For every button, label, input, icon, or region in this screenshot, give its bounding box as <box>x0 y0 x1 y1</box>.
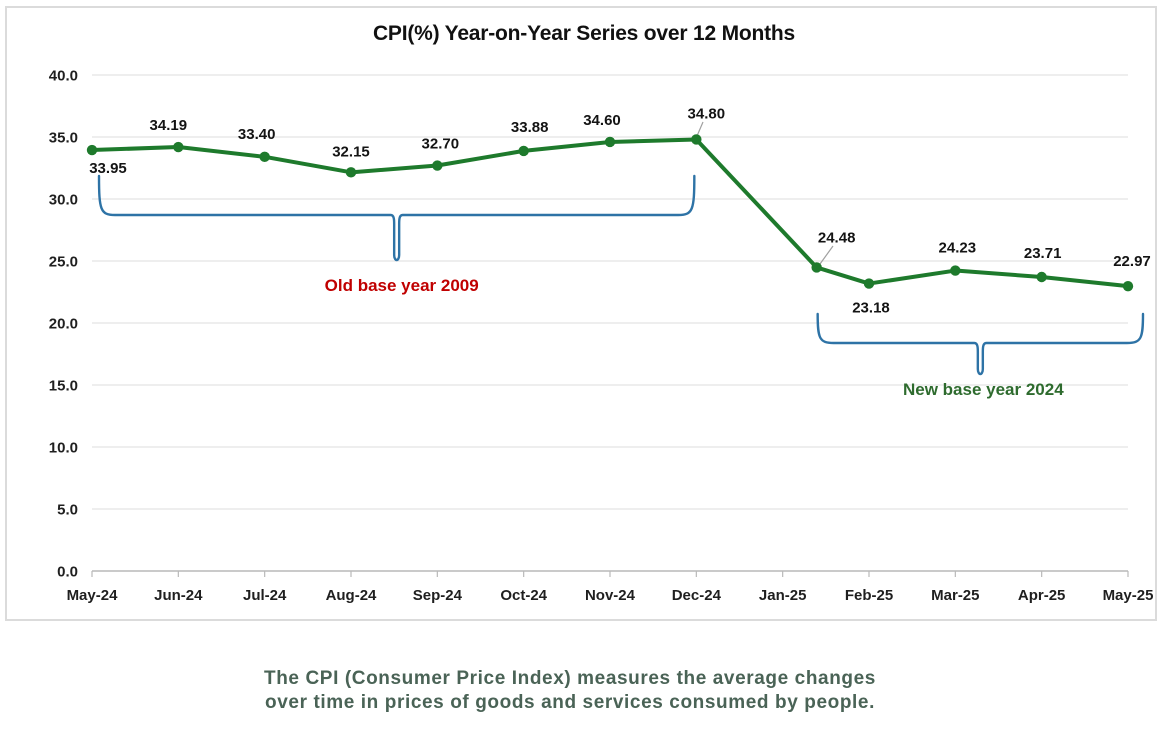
y-tick-label: 5.0 <box>57 502 78 519</box>
data-point-marker <box>811 262 822 273</box>
x-tick-label: May-25 <box>1103 587 1154 604</box>
data-point-marker <box>86 144 98 156</box>
data-point-label: 33.88 <box>511 119 549 136</box>
y-tick-label: 40.0 <box>49 68 78 85</box>
data-point-label: 32.70 <box>422 136 460 153</box>
chart-panel <box>5 6 1157 621</box>
data-point-marker <box>950 265 961 276</box>
data-point-marker <box>259 151 270 163</box>
y-tick-label: 20.0 <box>49 316 78 333</box>
x-tick-label: Apr-25 <box>1018 587 1066 604</box>
caption-line-1: The CPI (Consumer Price Index) measures … <box>264 668 876 689</box>
y-tick-label: 0.0 <box>57 564 78 581</box>
chart-caption: The CPI (Consumer Price Index) measures … <box>0 667 1140 714</box>
data-point-label: 24.48 <box>818 229 856 246</box>
y-tick-label: 15.0 <box>49 378 78 395</box>
chart-title: CPI(%) Year-on-Year Series over 12 Month… <box>373 22 795 45</box>
data-point-marker <box>1036 271 1047 283</box>
y-tick-label: 35.0 <box>49 130 78 147</box>
data-point-label: 23.71 <box>1024 245 1062 262</box>
data-point-marker <box>345 167 357 178</box>
data-point-marker <box>432 160 443 171</box>
brace-new-base <box>816 312 1145 376</box>
data-point-label: 34.19 <box>150 117 188 134</box>
annotation-label-new-base: New base year 2024 <box>903 380 1064 399</box>
brace-old-base <box>97 174 696 262</box>
y-tick-label: 25.0 <box>49 254 78 271</box>
x-tick-label: May-24 <box>67 587 119 604</box>
x-tick-label: Jun-24 <box>154 587 203 604</box>
x-tick-label: Feb-25 <box>845 587 893 604</box>
data-point-label: 33.40 <box>238 126 276 143</box>
data-point-label: 23.18 <box>852 300 890 317</box>
x-tick-label: Mar-25 <box>931 587 979 604</box>
data-point-marker <box>1122 280 1134 292</box>
x-tick-label: Jul-24 <box>243 587 287 604</box>
series-line <box>90 137 1130 289</box>
data-point-marker <box>691 134 702 145</box>
data-point-label: 33.95 <box>89 160 127 177</box>
data-point-marker <box>863 278 875 289</box>
data-point-marker <box>518 145 529 157</box>
x-tick-label: Aug-24 <box>326 587 377 604</box>
x-tick-label: Jan-25 <box>759 587 807 604</box>
annotation-label-old-base: Old base year 2009 <box>325 276 479 295</box>
y-tick-label: 30.0 <box>49 192 78 209</box>
x-tick-label: Nov-24 <box>585 587 636 604</box>
leader-line <box>819 245 834 265</box>
data-point-label: 32.15 <box>332 143 370 160</box>
data-point-label: 24.23 <box>939 240 977 257</box>
x-tick-label: Oct-24 <box>500 587 547 604</box>
data-point-label: 34.80 <box>688 105 726 122</box>
x-tick-label: Sep-24 <box>413 587 463 604</box>
y-tick-label: 10.0 <box>49 440 78 457</box>
data-point-label: 34.60 <box>583 112 621 129</box>
data-point-marker <box>173 141 184 153</box>
x-tick-label: Dec-24 <box>672 587 722 604</box>
caption-line-2: over time in prices of goods and service… <box>265 691 875 713</box>
leader-line <box>696 121 704 137</box>
data-point-label: 22.97 <box>1113 253 1151 270</box>
data-point-marker <box>604 136 616 148</box>
